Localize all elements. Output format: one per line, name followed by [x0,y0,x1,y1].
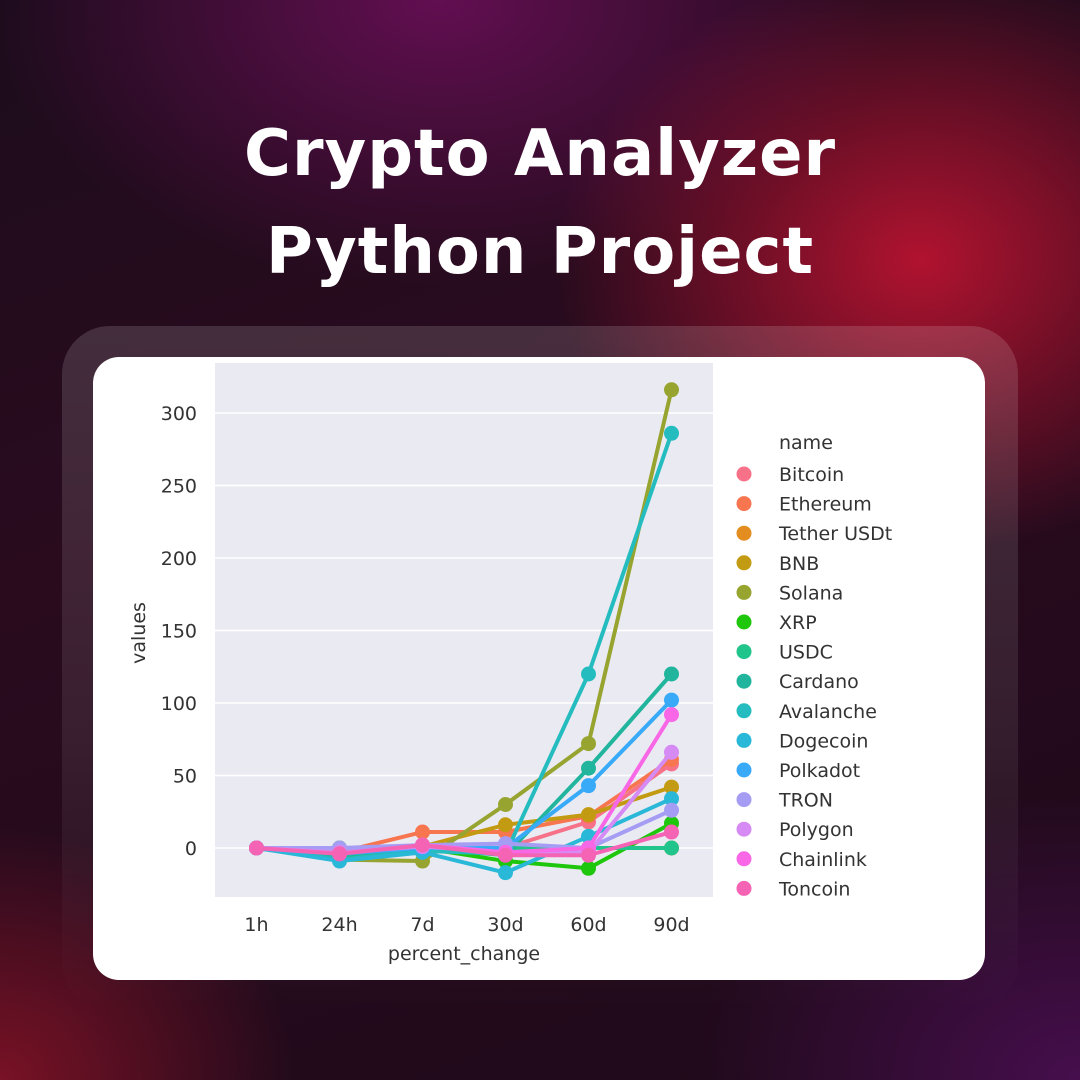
y-tick-label: 100 [161,693,197,715]
page-title-line-2: Python Project [265,215,815,289]
series-toncoin [249,824,679,863]
legend-item: Avalanche [736,701,877,723]
x-tick-label: 24h [321,914,357,936]
legend-title: name [779,432,833,454]
legend-item: TRON [736,790,833,812]
legend-label: Cardano [779,671,859,693]
legend-item: Bitcoin [736,464,844,486]
data-series [249,382,679,881]
data-point [415,837,430,853]
legend-item: Tether USDt [736,523,892,545]
y-tick-label: 250 [161,476,197,498]
data-point [664,779,679,795]
y-tick-label: 50 [173,766,197,788]
line-chart: 0 50 100 150 200 250 300 1h 24h 7d 30d 60d 90d valu… [128,363,892,965]
legend-item: Cardano [736,671,859,693]
legend-marker-icon [736,792,752,808]
legend-label: Ethereum [779,494,872,516]
data-point [664,425,679,441]
data-point [664,840,679,856]
legend-item: Polkadot [736,760,860,782]
legend-marker-icon [736,880,752,896]
x-tick-label: 1h [244,914,268,936]
legend-item: BNB [736,553,819,575]
data-point [664,824,679,840]
x-tick-label: 30d [487,914,523,936]
legend-item: Chainlink [736,849,867,871]
legend-label: Avalanche [779,701,877,723]
legend-label: Tether USDt [778,523,892,545]
legend-label: Polkadot [779,760,860,782]
page-title-line-1: Crypto Analyzer [243,117,837,191]
y-tick-label: 150 [161,621,197,643]
legend-label: Bitcoin [779,464,844,486]
y-tick-label: 200 [161,548,197,570]
data-point [581,807,596,823]
legend-item: USDC [736,642,833,664]
y-axis-label: values [128,602,150,664]
legend-label: Polygon [779,819,854,841]
legend-marker-icon [736,555,752,571]
x-axis-ticks: 1h 24h 7d 30d 60d 90d [244,914,689,936]
legend-label: USDC [779,642,833,664]
data-point [581,666,596,682]
legend-marker-icon [736,496,752,512]
legend-item: XRP [736,612,817,634]
legend-marker-icon [736,614,752,630]
legend-marker-icon [736,821,752,837]
y-axis-ticks: 0 50 100 150 200 250 300 [161,403,197,860]
data-point [664,744,679,760]
legend-marker-icon [736,525,752,541]
y-tick-label: 0 [185,838,197,860]
legend-marker-icon [736,584,752,600]
data-point [249,840,264,856]
data-point [664,802,679,818]
data-point [498,847,513,863]
x-tick-label: 90d [653,914,689,936]
data-point [498,797,513,812]
data-point [498,865,513,881]
data-point [332,846,347,862]
legend-marker-icon [736,644,752,660]
legend-item: Dogecoin [736,730,868,752]
data-point [581,847,596,863]
legend-label: BNB [779,553,819,575]
legend-item: Polygon [736,819,854,841]
data-point [581,860,596,876]
data-point [664,692,679,708]
y-tick-label: 300 [161,403,197,425]
data-point [664,666,679,682]
legend-marker-icon [736,732,752,748]
legend-marker-icon [736,466,752,482]
data-point [664,707,679,723]
legend-label: Solana [779,582,843,604]
x-tick-label: 7d [410,914,434,936]
legend-marker-icon [736,703,752,719]
x-tick-label: 60d [570,914,606,936]
data-point [415,824,430,840]
data-point [581,760,596,776]
legend-label: Chainlink [779,849,867,871]
data-point [498,817,513,833]
legend-marker-icon [736,673,752,689]
x-axis-label: percent_change [388,943,540,965]
legend-label: Toncoin [778,878,850,900]
data-point [581,736,596,752]
legend-item: Toncoin [736,878,850,900]
data-point [664,382,679,398]
chart-card: 0 50 100 150 200 250 300 1h 24h 7d 30d 60d 90d valu… [93,357,985,980]
legend-item: Ethereum [736,494,872,516]
legend-marker-icon [736,762,752,778]
data-point [581,778,596,794]
legend-item: Solana [736,582,843,604]
legend-marker-icon [736,851,752,867]
legend-label: TRON [778,790,833,812]
data-point [664,791,679,807]
legend-label: XRP [779,612,817,634]
legend-label: Dogecoin [779,730,868,752]
legend: name Bitcoin Ethereum Tether USDt BNB Solana… [736,432,892,900]
